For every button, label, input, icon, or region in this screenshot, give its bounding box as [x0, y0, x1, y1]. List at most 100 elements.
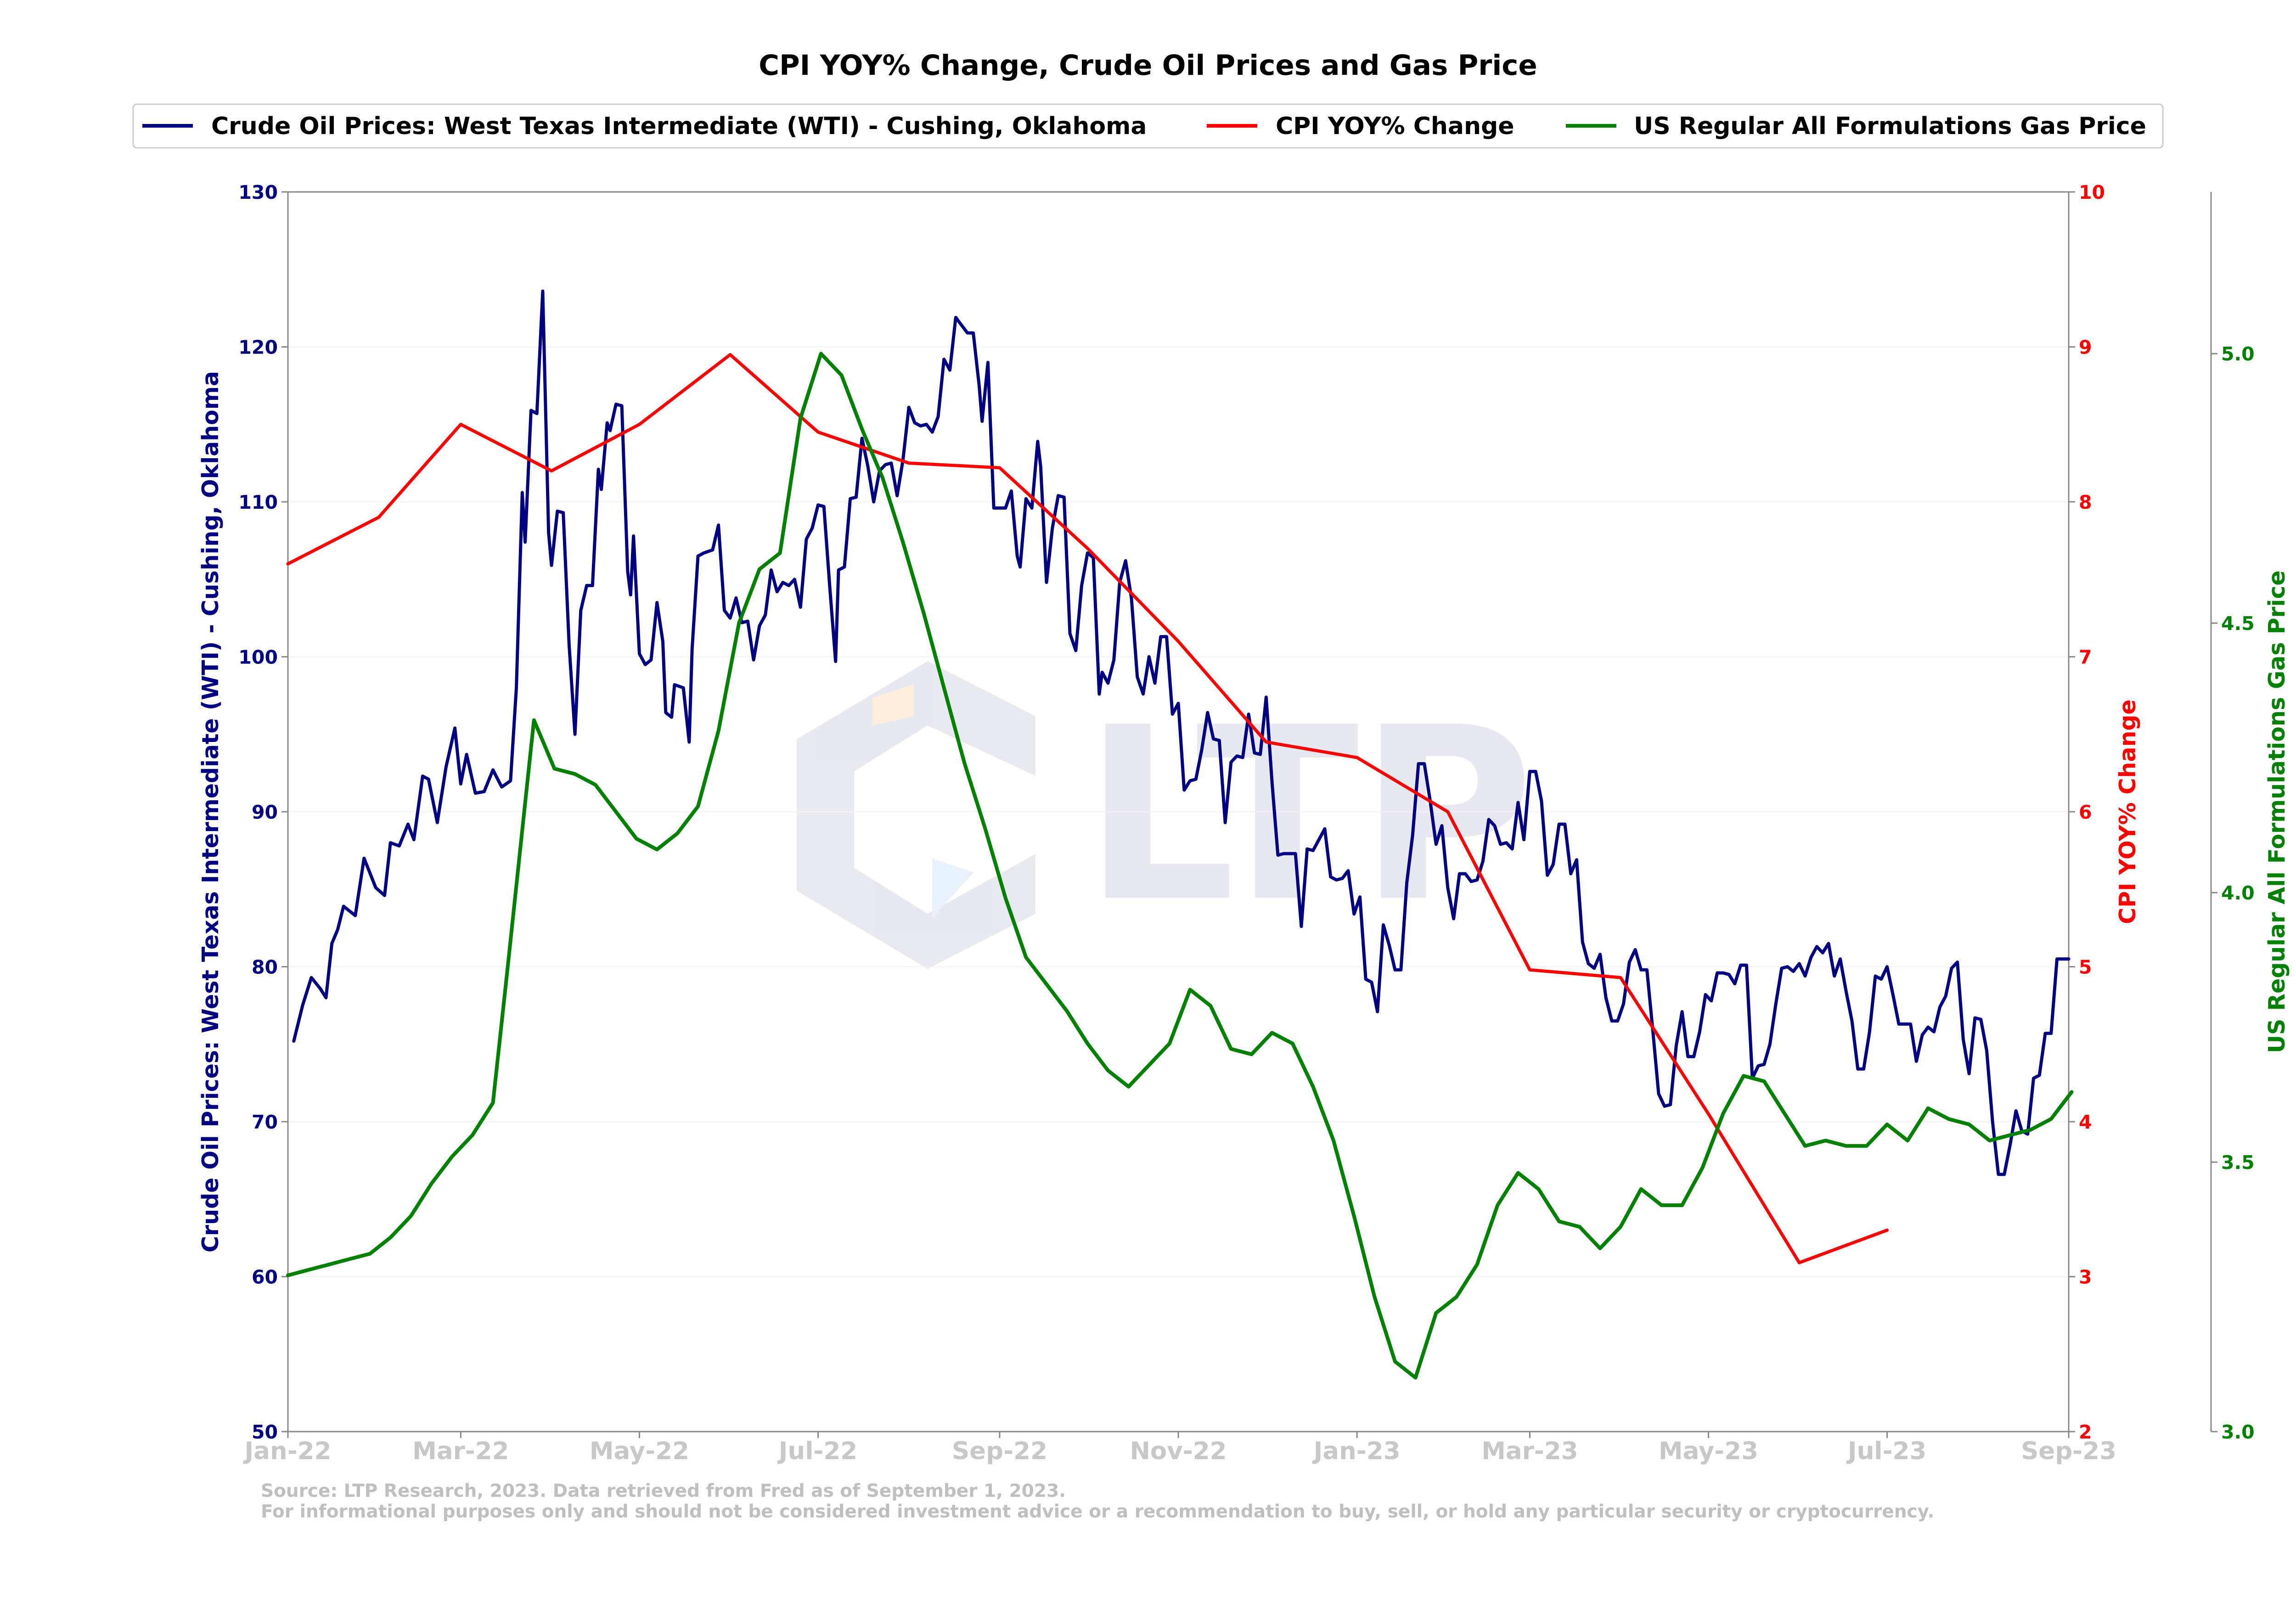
data-point-gas [1332, 1139, 1335, 1142]
data-point-wti [1229, 761, 1232, 764]
data-point-gas [1947, 1118, 1950, 1121]
data-point-wti [342, 905, 345, 908]
data-point-cpi [1086, 547, 1089, 550]
data-point-wti [1464, 872, 1467, 876]
left-axis-label: Crude Oil Prices: West Texas Intermediat… [197, 371, 224, 1253]
data-point-gas [1414, 1376, 1417, 1379]
data-point-wti [723, 609, 726, 612]
right-tick-label: 2 [2079, 1421, 2092, 1443]
data-point-wti [608, 429, 612, 432]
chart-title: CPI YOY% Change, Crude Oil Prices and Ga… [759, 49, 1537, 82]
data-point-gas [1598, 1247, 1602, 1250]
data-point-wti [1704, 993, 1707, 996]
data-point-gas [532, 719, 535, 722]
data-point-wti [2049, 1032, 2053, 1035]
data-point-wti [1224, 821, 1227, 824]
data-point-wti [1024, 497, 1028, 500]
left-tick-label: 120 [238, 337, 278, 359]
data-point-wti [711, 548, 714, 551]
data-point-wti [752, 658, 755, 662]
data-point-gas [1742, 1074, 1745, 1078]
data-point-wti [1475, 878, 1479, 882]
data-point-gas [1660, 1204, 1663, 1207]
data-point-wti [805, 538, 808, 541]
data-point-wti [937, 415, 940, 418]
data-point-wti [1722, 972, 1725, 975]
data-point-wti [406, 823, 410, 826]
data-point-gas [430, 1182, 433, 1186]
data-point-gas [2049, 1118, 2053, 1121]
data-point-wti [638, 652, 641, 655]
data-point-wti [1511, 848, 1514, 851]
data-point-wti [1681, 1010, 1684, 1013]
footnote-source: Source: LTP Research, 2023. Data retriev… [261, 1481, 1066, 1501]
gas-axis-label: US Regular All Formulations Gas Price [2264, 570, 2290, 1053]
data-point-wti [1452, 917, 1455, 920]
data-point-gas [1291, 1042, 1294, 1045]
data-point-cpi [1356, 756, 1359, 759]
data-point-wti [2067, 957, 2071, 961]
data-point-wti [1335, 878, 1338, 882]
series-line-gas [286, 352, 2074, 1380]
data-point-wti [907, 406, 911, 409]
data-point-wti [1991, 1120, 1994, 1124]
data-point-gas [881, 476, 884, 479]
data-point-wti [1675, 1044, 1678, 1047]
data-point-gas [307, 1268, 310, 1271]
data-point-wti [1639, 968, 1643, 972]
data-point-wti [1862, 1068, 1865, 1071]
data-point-wti [629, 593, 632, 596]
data-point-wti [834, 660, 837, 663]
data-point-wti [1069, 632, 1072, 635]
data-point-gas [1845, 1144, 1848, 1147]
data-point-wti [787, 584, 790, 587]
data-point-wti [1417, 762, 1420, 765]
data-point-wti [954, 316, 957, 319]
data-point-wti [1097, 692, 1101, 696]
data-point-gas [984, 826, 987, 830]
data-point-wti [1317, 838, 1321, 841]
data-point-wti [1106, 681, 1109, 685]
data-point-wti [948, 369, 951, 372]
data-point-wti [1394, 968, 1397, 972]
data-point-wti [585, 584, 588, 587]
data-point-wti [1016, 555, 1019, 558]
data-point-wti [1019, 565, 1022, 568]
data-point-gas [1701, 1166, 1704, 1169]
ltp-watermark-logo: LTP [797, 661, 1534, 969]
data-point-wti [1657, 1092, 1660, 1096]
data-point-wti [1938, 1006, 1941, 1009]
left-tick-label: 60 [252, 1266, 278, 1288]
data-point-wti [556, 510, 559, 513]
series-gas [286, 352, 2074, 1380]
data-point-wti [1915, 1060, 1918, 1063]
data-point-gas [506, 966, 509, 970]
series-group [286, 289, 2074, 1380]
data-point-gas [942, 686, 945, 690]
right-tick-label: 10 [2079, 181, 2105, 203]
data-point-cpi [1885, 1229, 1889, 1232]
data-point-wti [459, 782, 462, 786]
data-point-wti [1171, 713, 1174, 716]
data-point-wti [398, 844, 401, 848]
data-point-wti [1552, 863, 1555, 866]
data-point-gas [963, 762, 966, 765]
data-point-gas [1311, 1085, 1315, 1088]
data-point-gas [1209, 1004, 1212, 1007]
data-point-wti [626, 570, 629, 573]
data-point-wti [1364, 978, 1367, 981]
data-point-wti [764, 613, 767, 617]
data-point-wti [822, 505, 826, 508]
right-tick-label: 6 [2079, 801, 2092, 823]
data-point-wti [1563, 823, 1566, 826]
data-point-wti [776, 590, 779, 593]
left-tick-label: 80 [252, 956, 278, 978]
data-point-wti [362, 857, 366, 860]
data-point-wti [1593, 966, 1596, 970]
data-point-wti [837, 568, 840, 572]
data-point-cpi [1446, 810, 1449, 814]
data-point-wti [562, 511, 565, 514]
data-point-gas [1824, 1139, 1827, 1142]
data-point-gas [1148, 1063, 1151, 1067]
